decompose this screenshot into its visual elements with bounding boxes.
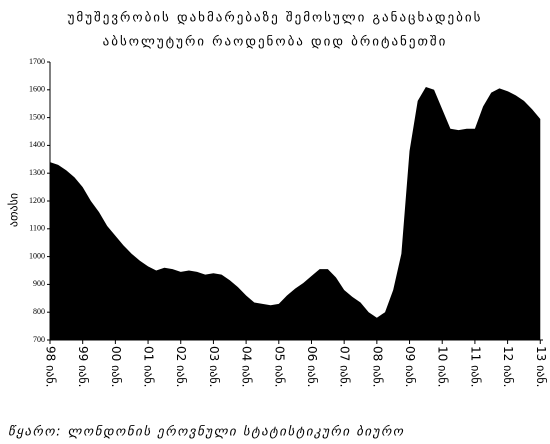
y-tick-label: 1400 <box>29 140 45 149</box>
x-tick-label: 01 იან. <box>142 346 156 387</box>
y-tick-label: 1700 <box>29 57 45 66</box>
x-tick-label: 09 იან. <box>403 346 417 387</box>
x-tick-label: 12 იან. <box>501 346 515 387</box>
x-tick-label: 99 იან. <box>76 346 90 387</box>
chart-title: უმუშევრობის დახმარებაზე შემოსული განაცხა… <box>68 11 483 26</box>
chart-title: აბსოლუტური რაოდენობა დიდ ბრიტანეთში <box>103 35 448 50</box>
area <box>50 87 541 341</box>
x-tick-label: 02 იან. <box>174 346 188 387</box>
y-tick-label: 1300 <box>29 168 45 177</box>
y-tick-label: 800 <box>33 307 45 316</box>
y-tick-label: 700 <box>33 335 45 344</box>
y-tick-label: 1000 <box>29 251 45 260</box>
x-tick-label: 98 იან. <box>44 346 58 387</box>
x-tick-label: 06 იან. <box>305 346 319 387</box>
y-tick-label: 900 <box>33 279 45 288</box>
x-tick-label: 04 იან. <box>240 346 254 387</box>
x-tick-label: 10 იან. <box>436 346 450 387</box>
y-axis-label: ათასი <box>7 193 21 227</box>
x-tick-label: 03 იან. <box>207 346 221 387</box>
y-tick-label: 1200 <box>29 196 45 205</box>
x-tick-label: 08 იან. <box>370 346 384 387</box>
x-tick-label: 00 იან. <box>109 346 123 387</box>
y-tick-label: 1600 <box>29 85 45 94</box>
x-tick-label: 11 იან. <box>468 346 482 387</box>
y-tick-label: 1100 <box>29 224 45 233</box>
y-tick-label: 1500 <box>29 112 45 121</box>
source: წყარო: ლონდონის ეროვნული სტატისტიკური ბი… <box>8 425 405 440</box>
x-tick-label: 13 იან. <box>534 346 548 387</box>
x-tick-label: 05 იან. <box>272 346 286 387</box>
x-tick-label: 07 იან. <box>338 346 352 387</box>
